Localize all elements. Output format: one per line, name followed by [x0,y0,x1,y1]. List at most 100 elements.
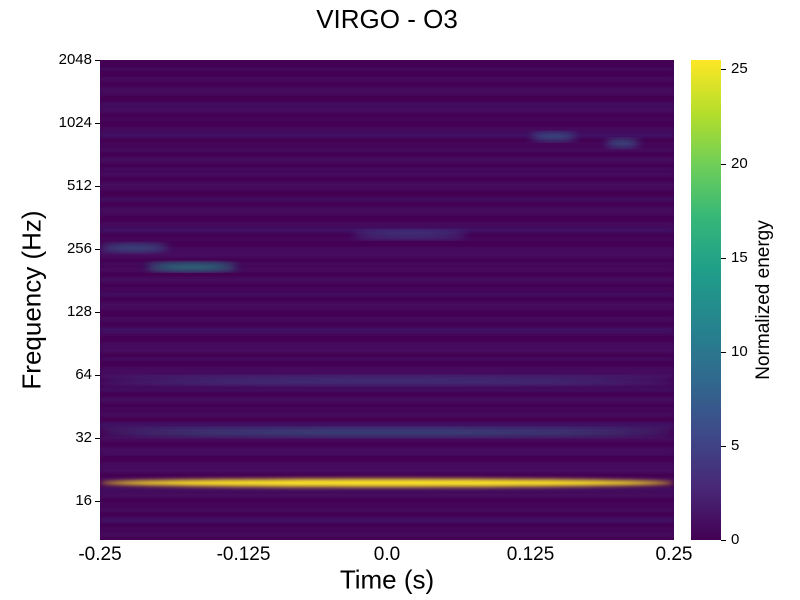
background-band [100,93,674,95]
y-tick-label: 64 [75,365,92,383]
background-band [100,518,674,522]
background-band [100,223,674,226]
background-band [100,488,674,491]
background-band [100,78,674,81]
colorbar-tick-label: 15 [731,248,748,266]
background-band [100,263,674,265]
background-band [100,408,674,410]
background-band [100,288,674,290]
background-band [100,398,674,402]
background-band [100,173,674,176]
y-tick-label: 16 [75,491,92,509]
energy-feature-1 [100,429,674,436]
energy-feature-5 [352,231,468,238]
background-band [100,128,674,131]
background-band [100,268,674,271]
background-band [100,413,674,416]
background-band [100,103,674,106]
x-tick-label: 0.0 [373,544,401,565]
background-band [100,373,674,377]
background-band [100,238,674,240]
colorbar-tick-label: 25 [731,60,748,78]
background-band [100,168,674,170]
background-band [100,503,674,505]
x-tick-label: -0.125 [216,544,271,565]
background-band [100,293,674,296]
y-tick-mark [95,437,100,439]
background-band [100,143,674,145]
energy-feature-2 [100,377,674,384]
colorbar-tick-mark [721,69,726,71]
background-band [100,188,674,190]
background-band [100,198,674,201]
background-band [100,388,674,391]
background-band [100,213,674,215]
x-axis-label: Time (s) [339,564,435,595]
y-tick-label: 2048 [58,51,92,68]
background-band [100,343,674,346]
background-band [100,468,674,472]
background-band [100,368,674,371]
y-tick-label: 256 [66,239,92,257]
background-band [100,438,674,441]
background-band [100,453,674,455]
background-band [100,278,674,282]
background-band [100,333,674,335]
y-tick-mark [95,60,100,61]
y-tick-mark [95,185,100,187]
y-tick-label: 1024 [58,113,92,131]
background-band [100,533,674,536]
y-tick-label: 32 [75,428,92,446]
y-axis-label: Frequency (Hz) [16,210,47,390]
background-band [100,148,674,151]
y-tick-mark [95,500,100,502]
y-tick-label: 512 [66,176,92,194]
colorbar-tick-mark [721,540,726,541]
background-band [100,133,674,137]
background-band [100,118,674,120]
energy-feature-3 [145,263,238,270]
y-tick-mark [95,122,100,124]
background-band [100,448,674,452]
spectrogram [100,68,674,536]
background-band [100,183,674,187]
background-band [100,508,674,511]
background-band [100,248,674,251]
background-band [100,383,674,385]
x-tick-label: 0.25 [655,544,693,565]
energy-feature-6 [530,133,577,140]
background-band [100,108,674,112]
colorbar-tick-mark [721,351,726,353]
colorbar-tick-label: 20 [731,154,748,172]
background-band [100,158,674,162]
y-tick-mark [95,248,100,250]
energy-feature-0 [100,478,674,487]
background-band [100,358,674,360]
background-band [100,208,674,212]
chart-title: VIRGO - O3 [316,4,458,34]
x-tick-label: 0.125 [506,544,555,565]
colorbar-label: Normalized energy [753,220,774,380]
y-tick-label: 128 [66,302,92,320]
background-band [100,428,674,430]
background-band [100,423,674,427]
y-tick-mark [95,374,100,376]
y-tick-mark [95,311,100,313]
energy-feature-7 [605,140,640,147]
background-band [100,88,674,92]
colorbar-tick-label: 5 [731,436,740,454]
energy-feature-4 [100,244,169,251]
background-band [100,228,674,232]
background-band [100,463,674,466]
background-band [100,348,674,352]
background-band [100,303,674,307]
background-band [100,528,674,530]
colorbar-tick-mark [721,445,726,447]
colorbar-tick-mark [721,257,726,259]
background-band [100,328,674,332]
colorbar [691,60,721,540]
x-tick-label: -0.25 [78,544,122,565]
plot-area [100,60,674,540]
background-band [100,253,674,257]
background-band [100,493,674,497]
